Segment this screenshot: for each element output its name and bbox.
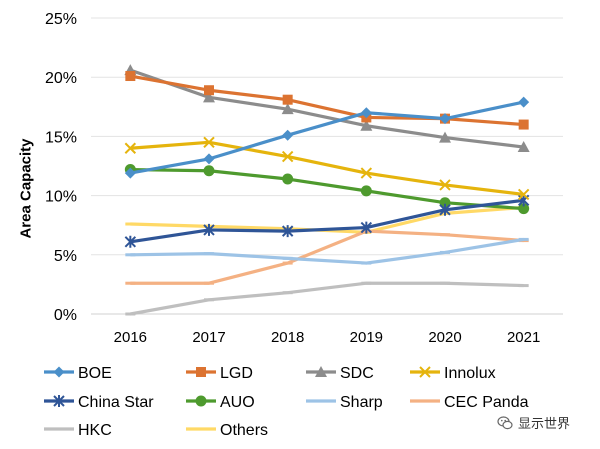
data-point-sdc: [439, 131, 451, 143]
data-point-china-star: [281, 225, 294, 238]
x-tick-label: 2020: [428, 329, 461, 346]
y-tick-label: 25%: [45, 11, 77, 28]
data-point-lgd: [282, 94, 293, 105]
legend-marker-lgd: [196, 367, 206, 377]
data-point-boe: [203, 153, 215, 165]
data-point-auo: [203, 165, 215, 177]
data-point-china-star: [360, 221, 373, 234]
x-tick-label: 2016: [114, 329, 147, 346]
data-point-boe: [360, 107, 372, 119]
series-line-hkc: [130, 281, 524, 316]
data-point-innolux: [203, 136, 215, 149]
legend-label-auo: AUO: [220, 394, 255, 411]
y-tick-label: 0%: [54, 307, 77, 324]
series-line-lgd: [130, 74, 524, 127]
data-point-lgd: [125, 71, 136, 82]
data-point-lgd: [204, 85, 214, 96]
legend-marker-sdc: [315, 366, 327, 377]
watermark-text: 显示世界: [518, 417, 571, 432]
data-point-boe: [124, 167, 136, 179]
legend-label-hkc: HKC: [78, 422, 112, 439]
data-point-boe: [518, 96, 530, 108]
data-point-china-star: [124, 235, 137, 248]
y-tick-label: 15%: [45, 129, 77, 146]
series-line-sdc: [129, 68, 524, 149]
data-point-auo: [360, 185, 372, 197]
data-point-innolux: [124, 142, 137, 154]
legend-marker-china-star: [53, 395, 65, 407]
legend-marker-auo: [195, 395, 207, 407]
series-line-innolux: [130, 140, 524, 197]
legend-label-sharp: Sharp: [340, 394, 383, 411]
wechat-icon: [497, 415, 513, 429]
data-point-china-star: [439, 203, 451, 216]
y-tick-label: 5%: [54, 248, 77, 265]
y-tick-label: 20%: [45, 70, 77, 87]
data-point-lgd: [518, 119, 529, 130]
legend-label-sdc: SDC: [340, 365, 374, 382]
data-point-auo: [518, 203, 530, 215]
legend-label-cec-panda: CEC Panda: [444, 394, 529, 411]
data-point-innolux: [281, 150, 294, 163]
series-line-boe: [130, 100, 524, 175]
series-line-china-star: [130, 198, 524, 244]
y-axis-title-container: Area Capacity: [12, 88, 40, 288]
data-point-auo: [282, 173, 294, 185]
data-point-sdc: [281, 103, 294, 115]
data-point-innolux: [439, 179, 451, 191]
x-tick-label: 2021: [507, 329, 540, 346]
legend-marker-boe: [53, 366, 65, 378]
y-axis-title: Area Capacity: [17, 137, 35, 239]
legend-label-innolux: Innolux: [444, 365, 496, 382]
series-line-auo: [130, 167, 524, 211]
x-tick-label: 2019: [350, 329, 383, 346]
data-point-sdc: [517, 141, 530, 153]
series-line-cec-panda: [130, 229, 524, 285]
data-point-china-star: [203, 223, 215, 236]
data-point-innolux: [360, 167, 373, 179]
series-line-sharp: [130, 237, 524, 265]
data-point-sdc: [203, 91, 215, 103]
data-point-sdc: [360, 119, 373, 131]
legend-label-lgd: LGD: [220, 365, 253, 382]
legend-label-others: Others: [220, 422, 268, 439]
x-tick-label: 2017: [192, 329, 225, 346]
x-tick-label: 2018: [271, 329, 304, 346]
data-point-boe: [439, 113, 451, 125]
data-point-innolux: [517, 188, 530, 201]
watermark: 显示世界: [497, 413, 570, 432]
data-point-boe: [282, 129, 294, 141]
legend-label-boe: BOE: [78, 365, 112, 382]
legend-marker-innolux: [419, 366, 431, 378]
data-point-auo: [439, 197, 451, 209]
y-tick-label: 10%: [45, 189, 77, 206]
legend-label-china-star: China Star: [78, 394, 154, 411]
